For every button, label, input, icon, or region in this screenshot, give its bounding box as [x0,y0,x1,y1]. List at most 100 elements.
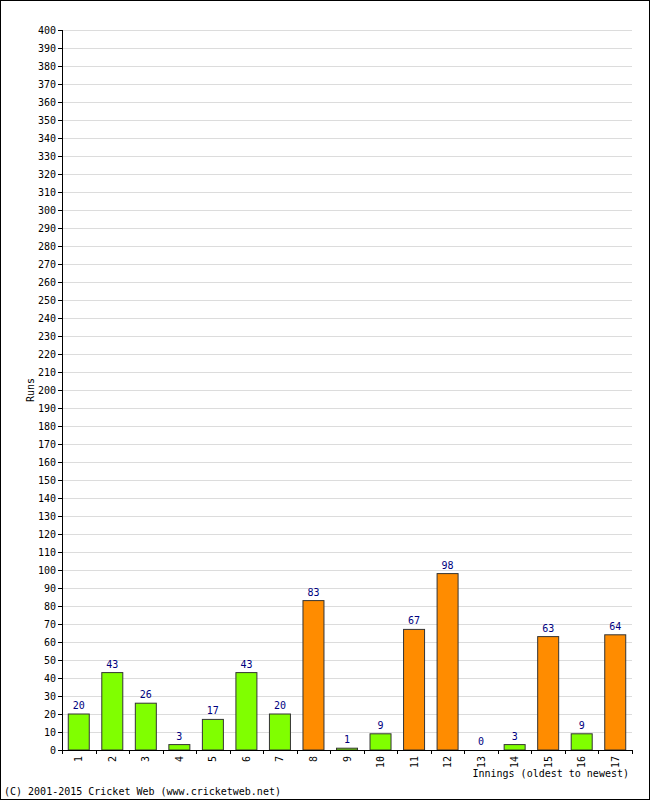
y-tick [58,606,62,607]
x-tick-label: 10 [375,756,386,768]
grid-line [62,498,632,499]
x-tick-label: 12 [442,756,453,768]
x-tick-label: 2 [107,756,118,762]
y-tick-label: 320 [38,169,56,180]
bar [538,637,559,750]
y-tick-label: 130 [38,511,56,522]
y-tick-label: 370 [38,79,56,90]
grid-line [62,48,632,49]
y-tick [58,210,62,211]
y-tick [58,84,62,85]
x-tick [163,750,164,754]
grid-line [62,516,632,517]
y-tick-label: 280 [38,241,56,252]
y-tick [58,300,62,301]
y-tick [58,102,62,103]
bar [102,673,123,750]
grid-line [62,390,632,391]
data-label: 63 [542,623,554,634]
grid-line [62,84,632,85]
y-tick-label: 230 [38,331,56,342]
y-tick-label: 220 [38,349,56,360]
grid-line [62,480,632,481]
x-tick [531,750,532,754]
y-tick [58,642,62,643]
grid-line [62,246,632,247]
grid-line [62,264,632,265]
y-tick [58,750,62,751]
y-axis-label: Runs [25,378,36,402]
data-label: 20 [73,700,85,711]
y-tick-label: 10 [44,727,56,738]
x-axis-line [62,750,632,751]
y-tick-label: 260 [38,277,56,288]
y-tick [58,192,62,193]
y-tick [58,246,62,247]
grid-line [62,120,632,121]
bar [236,673,257,750]
x-tick [263,750,264,754]
y-tick-label: 0 [50,745,56,756]
grid-line [62,138,632,139]
x-tick-label: 7 [274,756,285,762]
bar [404,629,425,750]
y-tick [58,30,62,31]
y-tick [58,336,62,337]
grid-line [62,228,632,229]
bar [571,734,592,750]
data-label: 98 [442,560,454,571]
x-tick-label: 1 [73,756,84,762]
x-tick-label: 8 [308,756,319,762]
y-tick [58,516,62,517]
y-tick [58,66,62,67]
x-tick [230,750,231,754]
x-tick-label: 6 [241,756,252,762]
chart: 0102030405060708090100110120130140150160… [0,0,650,800]
x-axis: 1234567891011121314151617 [63,750,633,768]
grid-line [62,588,632,589]
y-tick [58,372,62,373]
x-tick-label: 3 [140,756,151,762]
data-label: 3 [176,731,182,742]
x-tick-label: 13 [476,756,487,768]
grid-line [62,354,632,355]
y-tick-label: 160 [38,457,56,468]
grid-line [62,300,632,301]
grid-line [62,606,632,607]
y-tick [58,174,62,175]
y-tick-label: 120 [38,529,56,540]
y-axis-line [62,30,63,750]
x-tick [397,750,398,754]
data-label: 9 [579,720,585,731]
grid-line [62,750,632,751]
y-tick-label: 100 [38,565,56,576]
y-tick [58,696,62,697]
x-tick-label: 16 [576,756,587,768]
bar [504,745,525,750]
bar [135,703,156,750]
y-tick-label: 50 [44,655,56,666]
x-tick [431,750,432,754]
credit: (C) 2001-2015 Cricket Web (www.cricketwe… [4,786,281,797]
data-label: 26 [140,689,152,700]
y-tick-label: 40 [44,673,56,684]
y-tick-label: 90 [44,583,56,594]
x-tick [598,750,599,754]
grid-line [62,156,632,157]
data-label: 64 [609,621,621,632]
y-tick-label: 180 [38,421,56,432]
y-tick [58,282,62,283]
y-tick [58,444,62,445]
y-tick [58,390,62,391]
grid-line [62,444,632,445]
y-tick [58,120,62,121]
y-tick-label: 170 [38,439,56,450]
y-tick [58,552,62,553]
x-tick [364,750,365,754]
bar [202,719,223,750]
y-tick-label: 20 [44,709,56,720]
grid-line [62,282,632,283]
y-tick [58,588,62,589]
y-tick-label: 70 [44,619,56,630]
y-tick [58,138,62,139]
